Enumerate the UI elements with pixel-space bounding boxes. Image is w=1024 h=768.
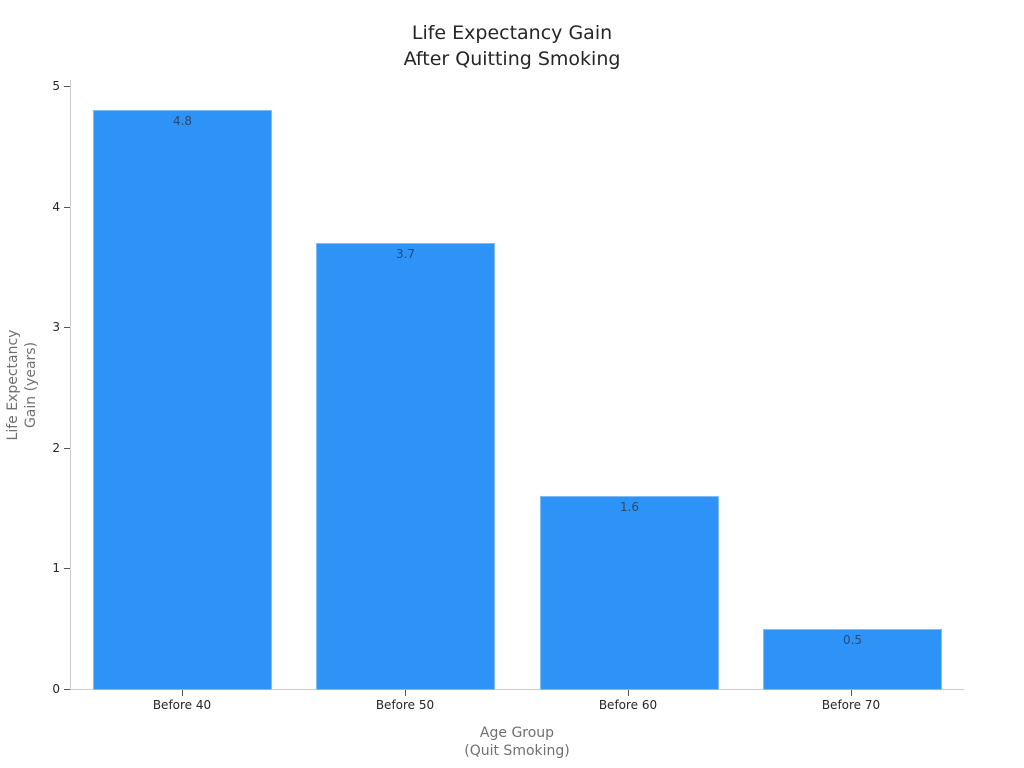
y-axis-label-line-2: Gain (years) — [23, 341, 39, 429]
chart-title: Life Expectancy Gain After Quitting Smok… — [0, 20, 1024, 72]
x-axis-label: Age Group (Quit Smoking) — [417, 724, 617, 760]
y-tick-1 — [64, 568, 70, 569]
y-tick-label-2: 2 — [52, 441, 60, 455]
chart-title-line-1: Life Expectancy Gain — [411, 22, 613, 44]
y-axis-label: Life Expectancy Gain (years) — [4, 330, 40, 441]
y-axis-line — [70, 80, 71, 690]
bar-value-label: 3.7 — [395, 247, 416, 261]
y-tick-label-4: 4 — [52, 200, 60, 214]
x-tick-2 — [628, 690, 629, 696]
x-tick-label-0: Before 40 — [152, 698, 212, 712]
bar-value-label: 0.5 — [842, 633, 863, 647]
x-tick-1 — [405, 690, 406, 696]
chart-title-line-2: After Quitting Smoking — [403, 48, 621, 70]
y-tick-label-5: 5 — [52, 79, 60, 93]
x-tick-label-2: Before 60 — [598, 698, 658, 712]
x-axis-label-line-2: (Quit Smoking) — [464, 743, 570, 759]
x-tick-0 — [182, 690, 183, 696]
x-tick-label-3: Before 70 — [821, 698, 881, 712]
y-tick-2 — [64, 448, 70, 449]
y-tick-label-1: 1 — [52, 561, 60, 575]
y-tick-0 — [64, 689, 70, 690]
x-axis-line — [70, 689, 964, 690]
bar-before-40[interactable]: 4.8 — [93, 110, 272, 690]
y-tick-label-3: 3 — [52, 320, 60, 334]
y-tick-3 — [64, 327, 70, 328]
bar-value-label: 1.6 — [619, 500, 640, 514]
bar-before-50[interactable]: 3.7 — [316, 243, 495, 690]
bar-value-label: 4.8 — [172, 114, 193, 128]
y-tick-5 — [64, 86, 70, 87]
y-tick-4 — [64, 207, 70, 208]
y-axis-label-line-1: Life Expectancy — [5, 329, 21, 441]
x-axis-label-line-1: Age Group — [479, 725, 555, 741]
x-tick-3 — [851, 690, 852, 696]
bar-before-70[interactable]: 0.5 — [763, 629, 942, 690]
x-tick-label-1: Before 50 — [375, 698, 435, 712]
bar-before-60[interactable]: 1.6 — [540, 496, 719, 690]
y-tick-label-0: 0 — [52, 682, 60, 696]
